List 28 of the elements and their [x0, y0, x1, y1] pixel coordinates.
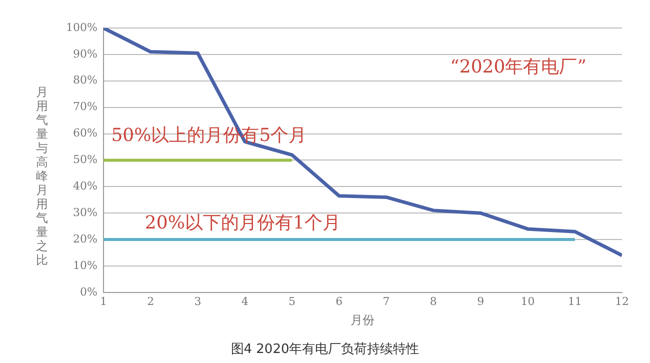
x-tick-label: 8	[430, 294, 437, 308]
y-tick-label: 30%	[72, 206, 98, 219]
x-tick-label: 11	[568, 294, 582, 308]
x-axis-title: 月份	[350, 312, 375, 327]
x-tick-label: 5	[288, 294, 296, 308]
annotation: 20%以下的月份有1个月	[144, 212, 340, 234]
y-tick-label: 90%	[72, 47, 98, 60]
y-tick-label: 100%	[66, 20, 98, 34]
y-tick-label: 70%	[72, 100, 98, 114]
annotation: “2020年有电厂”	[450, 56, 586, 78]
x-tick-label: 9	[477, 294, 484, 308]
y-tick-label: 50%	[72, 153, 98, 166]
x-tick-label: 7	[382, 294, 390, 308]
y-tick-label: 0%	[80, 285, 98, 298]
x-tick-label: 3	[194, 294, 202, 308]
y-tick-label: 60%	[72, 126, 98, 140]
x-tick-label: 2	[147, 294, 154, 308]
text: 图4 2020年有电厂负荷持续特性	[230, 341, 420, 358]
x-tick-label: 10	[520, 294, 535, 308]
y-tick-label: 10%	[72, 258, 98, 272]
y-tick-label: 80%	[72, 74, 98, 87]
x-tick-label: 4	[241, 294, 248, 308]
y-tick-label: 40%	[72, 180, 98, 192]
x-tick-label: 6	[336, 294, 343, 308]
y-tick-label: 20%	[72, 232, 98, 246]
x-tick-label: 1	[100, 294, 107, 308]
x-tick-label: 12	[615, 294, 629, 308]
text: 月用气量与高峰月用气量之比	[36, 85, 48, 267]
